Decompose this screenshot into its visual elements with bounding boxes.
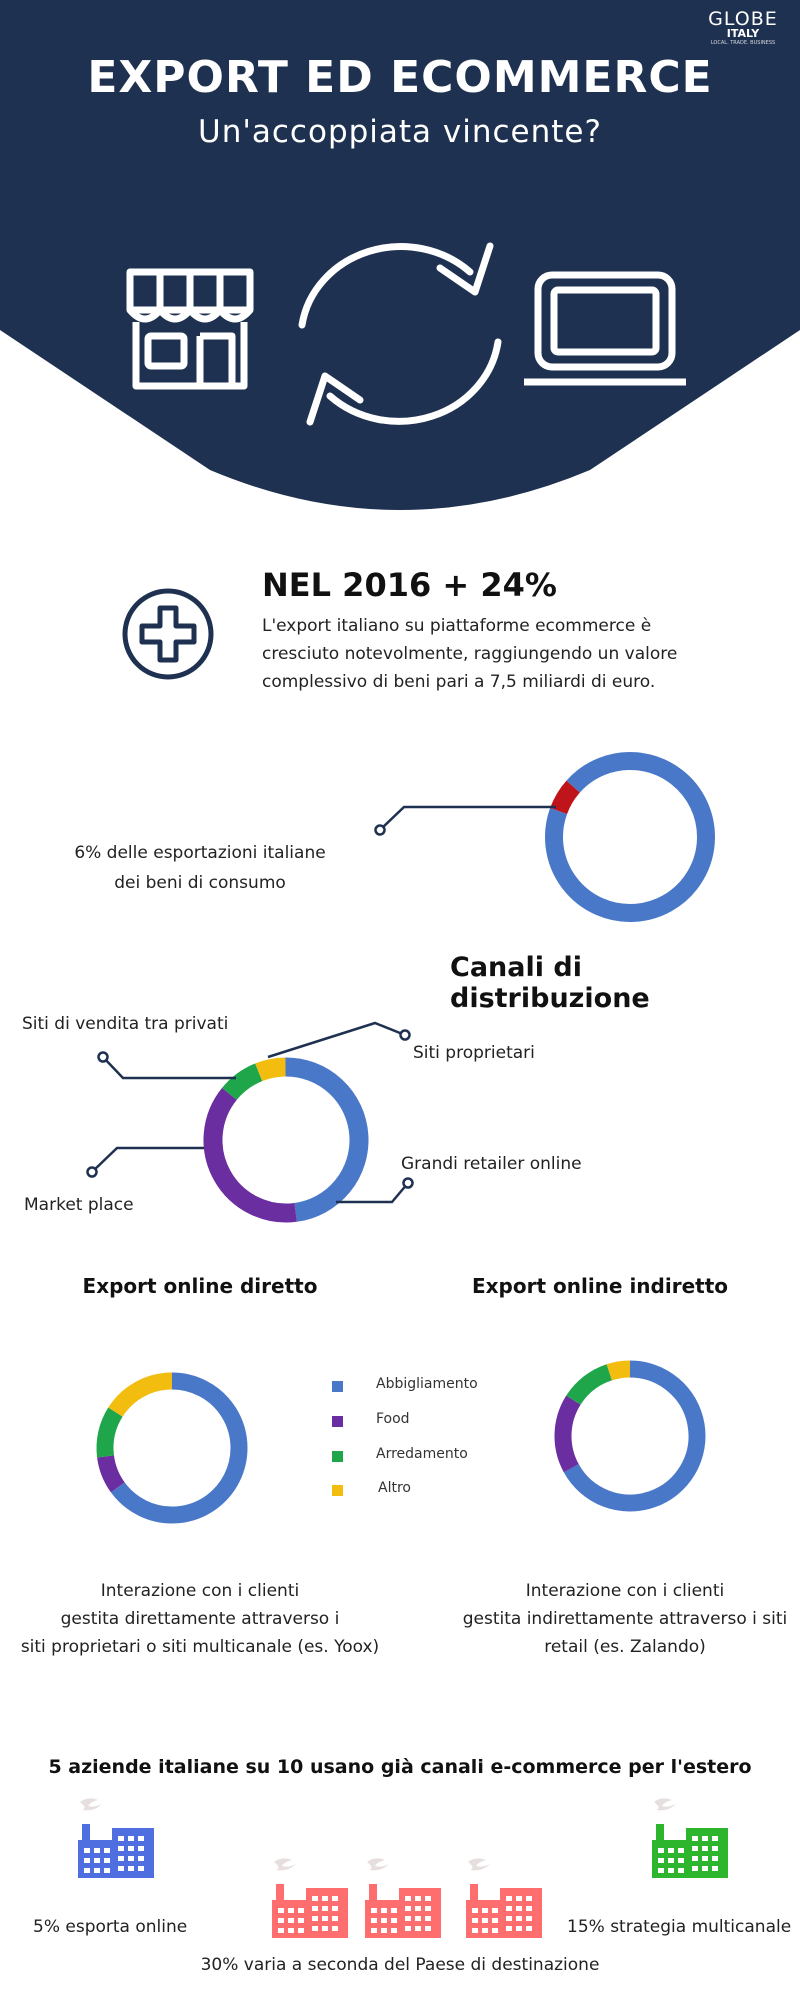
share-chart: [374, 752, 715, 922]
legend-swatch: [332, 1381, 343, 1392]
legend-swatch: [332, 1416, 343, 1427]
donut-slice-food: [97, 1454, 125, 1493]
logo-subtext: ITALY: [726, 27, 760, 40]
donut-slice-ecommerce-export: [550, 780, 581, 815]
leader-marketplace: [91, 1146, 204, 1173]
channels-chart: [86, 1021, 414, 1223]
legend-label: Arredamento: [376, 1446, 468, 1462]
donut-slice-altro: [108, 1372, 173, 1417]
donut-slice-siti-di-vendita-tra-privati: [222, 1063, 263, 1101]
label-retailer: Grandi retailer online: [401, 1154, 582, 1174]
factory-icon: [272, 1858, 348, 1938]
label-proprietari: Siti proprietari: [413, 1043, 535, 1063]
caption-line: Interazione con i clienti: [525, 1581, 725, 1601]
page-title: EXPORT ED ECOMMERCE: [87, 52, 713, 103]
legend-swatch: [332, 1485, 343, 1496]
donut-slice-siti-proprietari: [255, 1057, 286, 1082]
share-leader-dot: [374, 824, 386, 836]
leader-retailer: [336, 1182, 409, 1204]
leader-privati: [102, 1056, 236, 1080]
indirect-caption: Interazione con i clienti gestita indire…: [425, 1577, 800, 1661]
page-subtitle: Un'accoppiata vincente?: [198, 114, 602, 150]
legend-label: Food: [376, 1411, 410, 1427]
donut-slice-abbigliamento: [563, 1360, 706, 1512]
factory-icon: [365, 1858, 441, 1938]
label-marketplace: Market place: [24, 1195, 134, 1215]
caption-line: gestita direttamente attraverso i: [60, 1609, 340, 1629]
share-label-line2: dei beni di consumo: [114, 873, 286, 893]
stat-text: L'export italiano su piattaforme ecommer…: [262, 616, 678, 692]
direct-caption: Interazione con i clienti gestita dirett…: [0, 1577, 400, 1661]
legend-swatch: [332, 1451, 343, 1462]
factory-icon: [78, 1798, 154, 1878]
donut-slice-food: [554, 1395, 581, 1473]
channels-title: Canali di distribuzione: [450, 952, 650, 1014]
leader-proprietari: [267, 1021, 406, 1059]
donut-slice-arredamento: [96, 1407, 123, 1458]
direct-title: Export online diretto: [82, 1274, 318, 1298]
label-multichannel: 15% strategia multicanale: [567, 1917, 792, 1937]
donut-slice-abbigliamento: [110, 1372, 248, 1524]
plus-circle-icon: [122, 588, 214, 680]
indirect-title: Export online indiretto: [471, 1274, 728, 1298]
legend-label: Abbigliamento: [376, 1376, 478, 1392]
label-export-online: 5% esporta online: [33, 1917, 188, 1937]
caption-line: gestita indirettamente attraverso i siti: [462, 1609, 788, 1629]
stat-title: NEL 2016 + 24%: [262, 566, 557, 604]
store-icon: [126, 268, 254, 390]
laptop-icon: [524, 271, 686, 386]
sync-arrows-icon: [298, 242, 502, 426]
label-varies: 30% varia a seconda del Paese di destina…: [200, 1955, 600, 1975]
factory-icon: [466, 1858, 542, 1938]
legend-label: Altro: [378, 1480, 411, 1496]
share-leader-line: [379, 805, 556, 831]
donut-slice-altro: [545, 752, 715, 922]
leader-marketplace-dot: [86, 1166, 98, 1178]
brand-logo[interactable]: GLOBE ITALY LOCAL. TRADE. BUSINESS: [698, 8, 788, 46]
leader-retailer-dot: [402, 1177, 414, 1189]
export-charts: [96, 1360, 706, 1524]
donut-slice-arredamento: [566, 1364, 613, 1405]
donut-slice-market-place: [203, 1087, 297, 1223]
label-privati: Siti di vendita tra privati: [22, 1014, 229, 1034]
caption-line: Interazione con i clienti: [100, 1581, 300, 1601]
donut-slice-grandi-retailer-online: [285, 1057, 369, 1222]
share-label: 6% delle esportazioni italiane dei beni …: [40, 838, 360, 898]
logo-tagline: LOCAL. TRADE. BUSINESS: [710, 40, 776, 46]
share-label-line1: 6% delle esportazioni italiane: [74, 843, 326, 863]
companies-title: 5 aziende italiane su 10 usano già canal…: [48, 1756, 752, 1778]
leader-privati-dot: [97, 1051, 109, 1063]
caption-line: siti proprietari o siti multicanale (es.…: [20, 1637, 380, 1657]
leader-proprietari-dot: [399, 1029, 411, 1041]
logo-text: GLOBE: [708, 8, 778, 30]
factory-icon: [652, 1798, 728, 1878]
caption-line: retail (es. Zalando): [544, 1637, 706, 1657]
donut-slice-altro: [606, 1360, 631, 1381]
